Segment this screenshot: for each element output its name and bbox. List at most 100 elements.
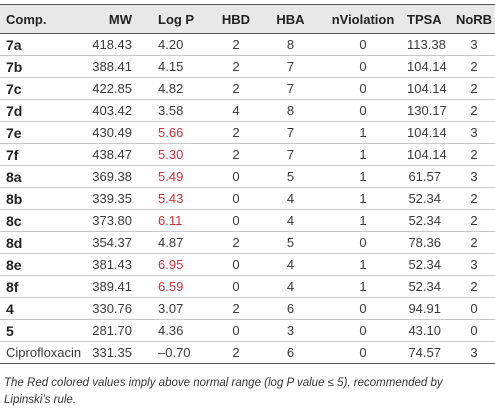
- table-row: 7d 403.42 3.58 4 8 0 130.17 2: [0, 100, 495, 122]
- table-row: 5 281.70 4.36 0 3 0 43.10 0: [0, 320, 495, 342]
- table-row: 7c 422.85 4.82 2 7 0 104.14 2: [0, 78, 495, 100]
- header-comp: Comp.: [0, 4, 81, 34]
- cell-nviolation: 0: [359, 323, 367, 338]
- table-row: 8d 354.37 4.87 2 5 0 78.36 2: [0, 232, 495, 254]
- cell-hbd: 0: [232, 279, 240, 294]
- cell-logp: 4.36: [158, 323, 184, 338]
- cell-compound: 7a: [6, 36, 22, 53]
- cell-hba: 4: [286, 257, 295, 272]
- cell-hbd: 2: [232, 37, 240, 52]
- cell-tpsa: 61.57: [408, 169, 441, 184]
- table-body: 7a 418.43 4.20 2 8 0 113.38 3 7b 388.41 4.15 2 7 0 104…: [0, 34, 495, 364]
- cell-tpsa: 74.57: [408, 345, 441, 360]
- cell-logp: 6.95: [158, 257, 184, 272]
- cell-logp: –0.70: [158, 345, 191, 360]
- cell-compound: 8d: [6, 234, 23, 251]
- cell-norb: 2: [470, 59, 478, 74]
- cell-tpsa: 52.34: [408, 279, 441, 294]
- cell-compound: 5: [6, 322, 14, 339]
- cell-norb: 2: [470, 213, 478, 228]
- cell-nviolation: 1: [359, 213, 367, 228]
- properties-table: Comp. MW Log P HBD HBA nViolation TPSA N…: [0, 4, 495, 364]
- table-row: 7e 430.49 5.66 2 7 1 104.14 3: [0, 122, 495, 144]
- cell-compound: Ciprofloxacin: [6, 345, 82, 360]
- header-hba: HBA: [262, 4, 319, 34]
- cell-logp: 5.43: [158, 191, 184, 206]
- cell-nviolation: 0: [359, 301, 367, 316]
- cell-compound: 4: [6, 300, 14, 317]
- cell-norb: 3: [470, 345, 478, 360]
- cell-mw: 422.85: [92, 81, 132, 96]
- cell-norb: 2: [470, 235, 478, 250]
- cell-hbd: 2: [232, 125, 240, 140]
- cell-nviolation: 1: [359, 257, 367, 272]
- table-row: 8c 373.80 6.11 0 4 1 52.34 2: [0, 210, 495, 232]
- cell-compound: 8a: [6, 168, 22, 185]
- cell-hbd: 2: [232, 345, 240, 360]
- cell-mw: 354.37: [92, 235, 132, 250]
- cell-hbd: 2: [232, 147, 240, 162]
- cell-tpsa: 52.34: [408, 257, 441, 272]
- cell-nviolation: 0: [359, 345, 367, 360]
- cell-hba: 4: [286, 279, 295, 294]
- cell-hba: 7: [286, 59, 295, 74]
- cell-norb: 2: [470, 81, 478, 96]
- cell-nviolation: 1: [359, 169, 367, 184]
- cell-hbd: 2: [232, 59, 240, 74]
- cell-hbd: 2: [232, 235, 240, 250]
- header-tpsa: TPSA: [407, 4, 453, 34]
- cell-tpsa: 104.14: [407, 81, 447, 96]
- cell-mw: 373.80: [92, 213, 132, 228]
- cell-logp: 3.07: [158, 301, 184, 316]
- table-row: 8e 381.43 6.95 0 4 1 52.34 3: [0, 254, 495, 276]
- cell-mw: 389.41: [92, 279, 132, 294]
- cell-tpsa: 52.34: [408, 191, 441, 206]
- cell-logp: 4.82: [158, 81, 184, 96]
- cell-norb: 3: [470, 257, 478, 272]
- cell-hbd: 4: [232, 103, 240, 118]
- cell-nviolation: 0: [359, 59, 367, 74]
- cell-tpsa: 104.14: [407, 125, 447, 140]
- cell-hba: 7: [286, 81, 295, 96]
- cell-tpsa: 78.36: [408, 235, 441, 250]
- cell-hbd: 0: [232, 257, 240, 272]
- cell-tpsa: 130.17: [407, 103, 447, 118]
- table-row: 8f 389.41 6.59 0 4 1 52.34 2: [0, 276, 495, 298]
- cell-nviolation: 1: [359, 125, 367, 140]
- cell-mw: 388.41: [92, 59, 132, 74]
- cell-hbd: 2: [232, 301, 240, 316]
- cell-norb: 2: [470, 147, 478, 162]
- cell-nviolation: 1: [359, 279, 367, 294]
- cell-logp: 4.87: [158, 235, 184, 250]
- cell-hbd: 2: [232, 81, 240, 96]
- cell-logp: 4.20: [158, 37, 184, 52]
- cell-hba: 8: [286, 103, 295, 118]
- cell-compound: 7b: [6, 58, 23, 75]
- header-row: Comp. MW Log P HBD HBA nViolation TPSA N…: [0, 4, 495, 34]
- table-row: 7a 418.43 4.20 2 8 0 113.38 3: [0, 34, 495, 56]
- cell-nviolation: 1: [359, 191, 367, 206]
- cell-tpsa: 52.34: [408, 213, 441, 228]
- cell-logp: 4.15: [158, 59, 184, 74]
- cell-tpsa: 104.14: [407, 59, 447, 74]
- cell-hba: 7: [286, 125, 295, 140]
- cell-hbd: 0: [232, 169, 240, 184]
- header-hbd: HBD: [210, 4, 262, 34]
- cell-compound: 8f: [6, 278, 19, 295]
- cell-mw: 381.43: [92, 257, 132, 272]
- cell-hbd: 0: [232, 213, 240, 228]
- cell-tpsa: 94.91: [408, 301, 441, 316]
- cell-norb: 2: [470, 279, 478, 294]
- cell-norb: 2: [470, 103, 478, 118]
- cell-mw: 330.76: [92, 301, 132, 316]
- cell-hba: 4: [286, 191, 295, 206]
- table-row: 7f 438.47 5.30 2 7 1 104.14 2: [0, 144, 495, 166]
- cell-norb: 3: [470, 169, 478, 184]
- table-row: 4 330.76 3.07 2 6 0 94.91 0: [0, 298, 495, 320]
- cell-mw: 331.35: [92, 345, 132, 360]
- cell-logp: 5.30: [158, 147, 184, 162]
- header-norb: NoRB: [453, 4, 495, 34]
- cell-logp: 6.11: [158, 213, 183, 228]
- header-logp: Log P: [148, 4, 210, 34]
